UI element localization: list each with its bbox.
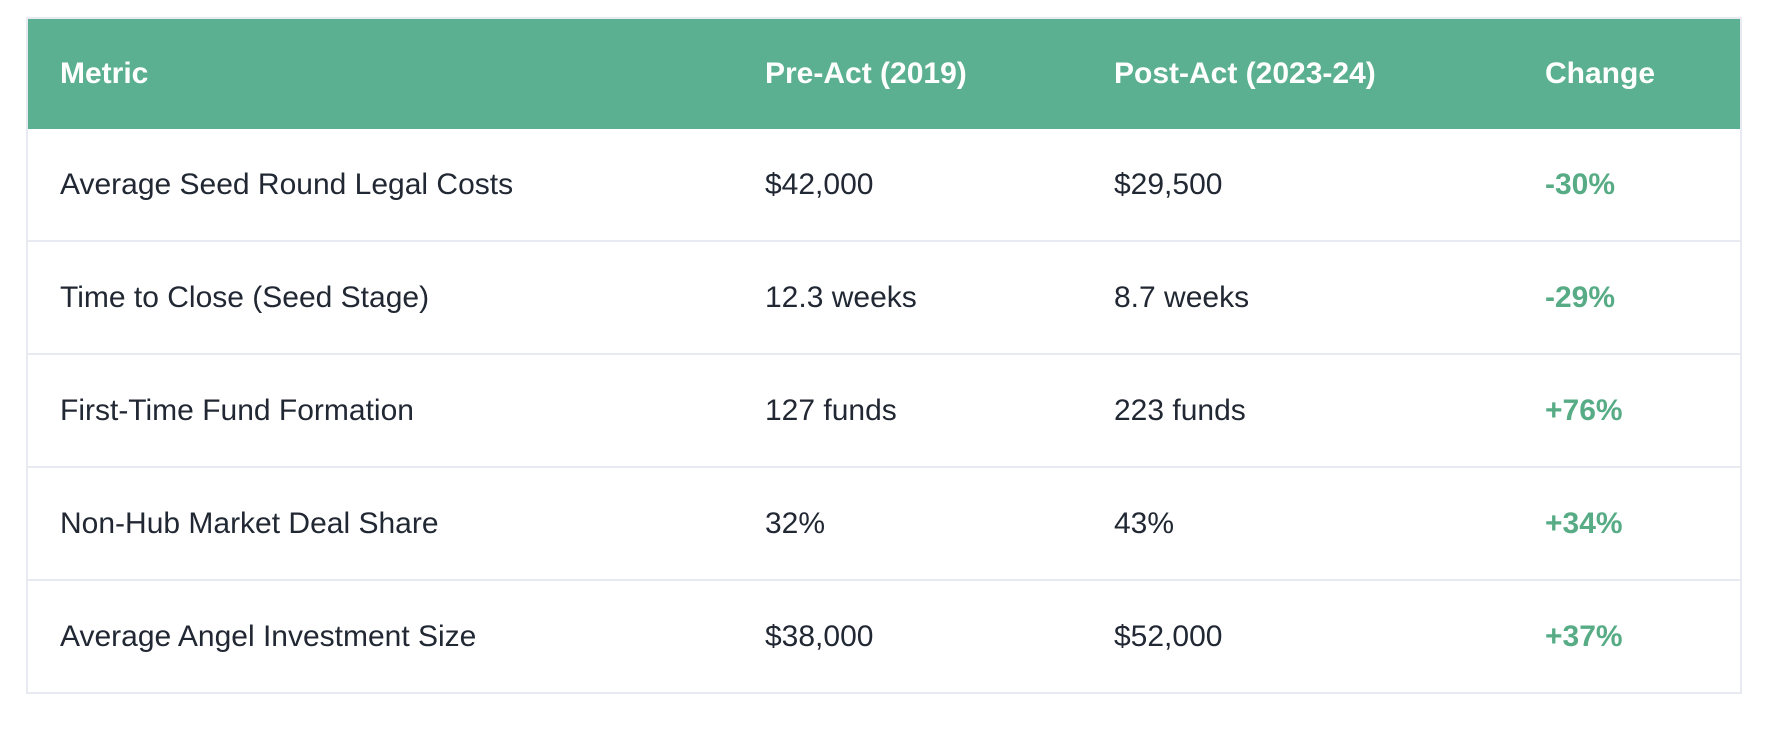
cell-metric: Time to Close (Seed Stage) (27, 240, 733, 354)
cell-metric: Average Seed Round Legal Costs (27, 129, 733, 241)
table-row: Non-Hub Market Deal Share 32% 43% +34% (27, 466, 1741, 580)
cell-post: 223 funds (1082, 353, 1513, 467)
cell-change: +34% (1513, 466, 1741, 580)
table-row: Time to Close (Seed Stage) 12.3 weeks 8.… (27, 240, 1741, 354)
cell-pre: 12.3 weeks (733, 240, 1082, 354)
header-cell-pre-act: Pre-Act (2019) (733, 18, 1082, 129)
cell-metric: First-Time Fund Formation (27, 353, 733, 467)
comparison-table: Metric Pre-Act (2019) Post-Act (2023-24)… (26, 17, 1742, 694)
table-body: Average Seed Round Legal Costs $42,000 $… (27, 129, 1741, 693)
cell-post: $52,000 (1082, 579, 1513, 693)
header-cell-change: Change (1513, 18, 1741, 129)
cell-change: -30% (1513, 129, 1741, 241)
table-header: Metric Pre-Act (2019) Post-Act (2023-24)… (27, 18, 1741, 129)
cell-change: -29% (1513, 240, 1741, 354)
header-cell-metric: Metric (27, 18, 733, 129)
cell-change: +76% (1513, 353, 1741, 467)
cell-change: +37% (1513, 579, 1741, 693)
table-row: Average Angel Investment Size $38,000 $5… (27, 579, 1741, 693)
cell-pre: 127 funds (733, 353, 1082, 467)
cell-metric: Non-Hub Market Deal Share (27, 466, 733, 580)
header-row: Metric Pre-Act (2019) Post-Act (2023-24)… (27, 18, 1741, 129)
table-row: Average Seed Round Legal Costs $42,000 $… (27, 129, 1741, 241)
cell-pre: $38,000 (733, 579, 1082, 693)
comparison-table-container: Metric Pre-Act (2019) Post-Act (2023-24)… (26, 17, 1742, 694)
cell-pre: 32% (733, 466, 1082, 580)
cell-pre: $42,000 (733, 129, 1082, 241)
cell-post: $29,500 (1082, 129, 1513, 241)
header-cell-post-act: Post-Act (2023-24) (1082, 18, 1513, 129)
table-row: First-Time Fund Formation 127 funds 223 … (27, 353, 1741, 467)
cell-metric: Average Angel Investment Size (27, 579, 733, 693)
cell-post: 8.7 weeks (1082, 240, 1513, 354)
cell-post: 43% (1082, 466, 1513, 580)
